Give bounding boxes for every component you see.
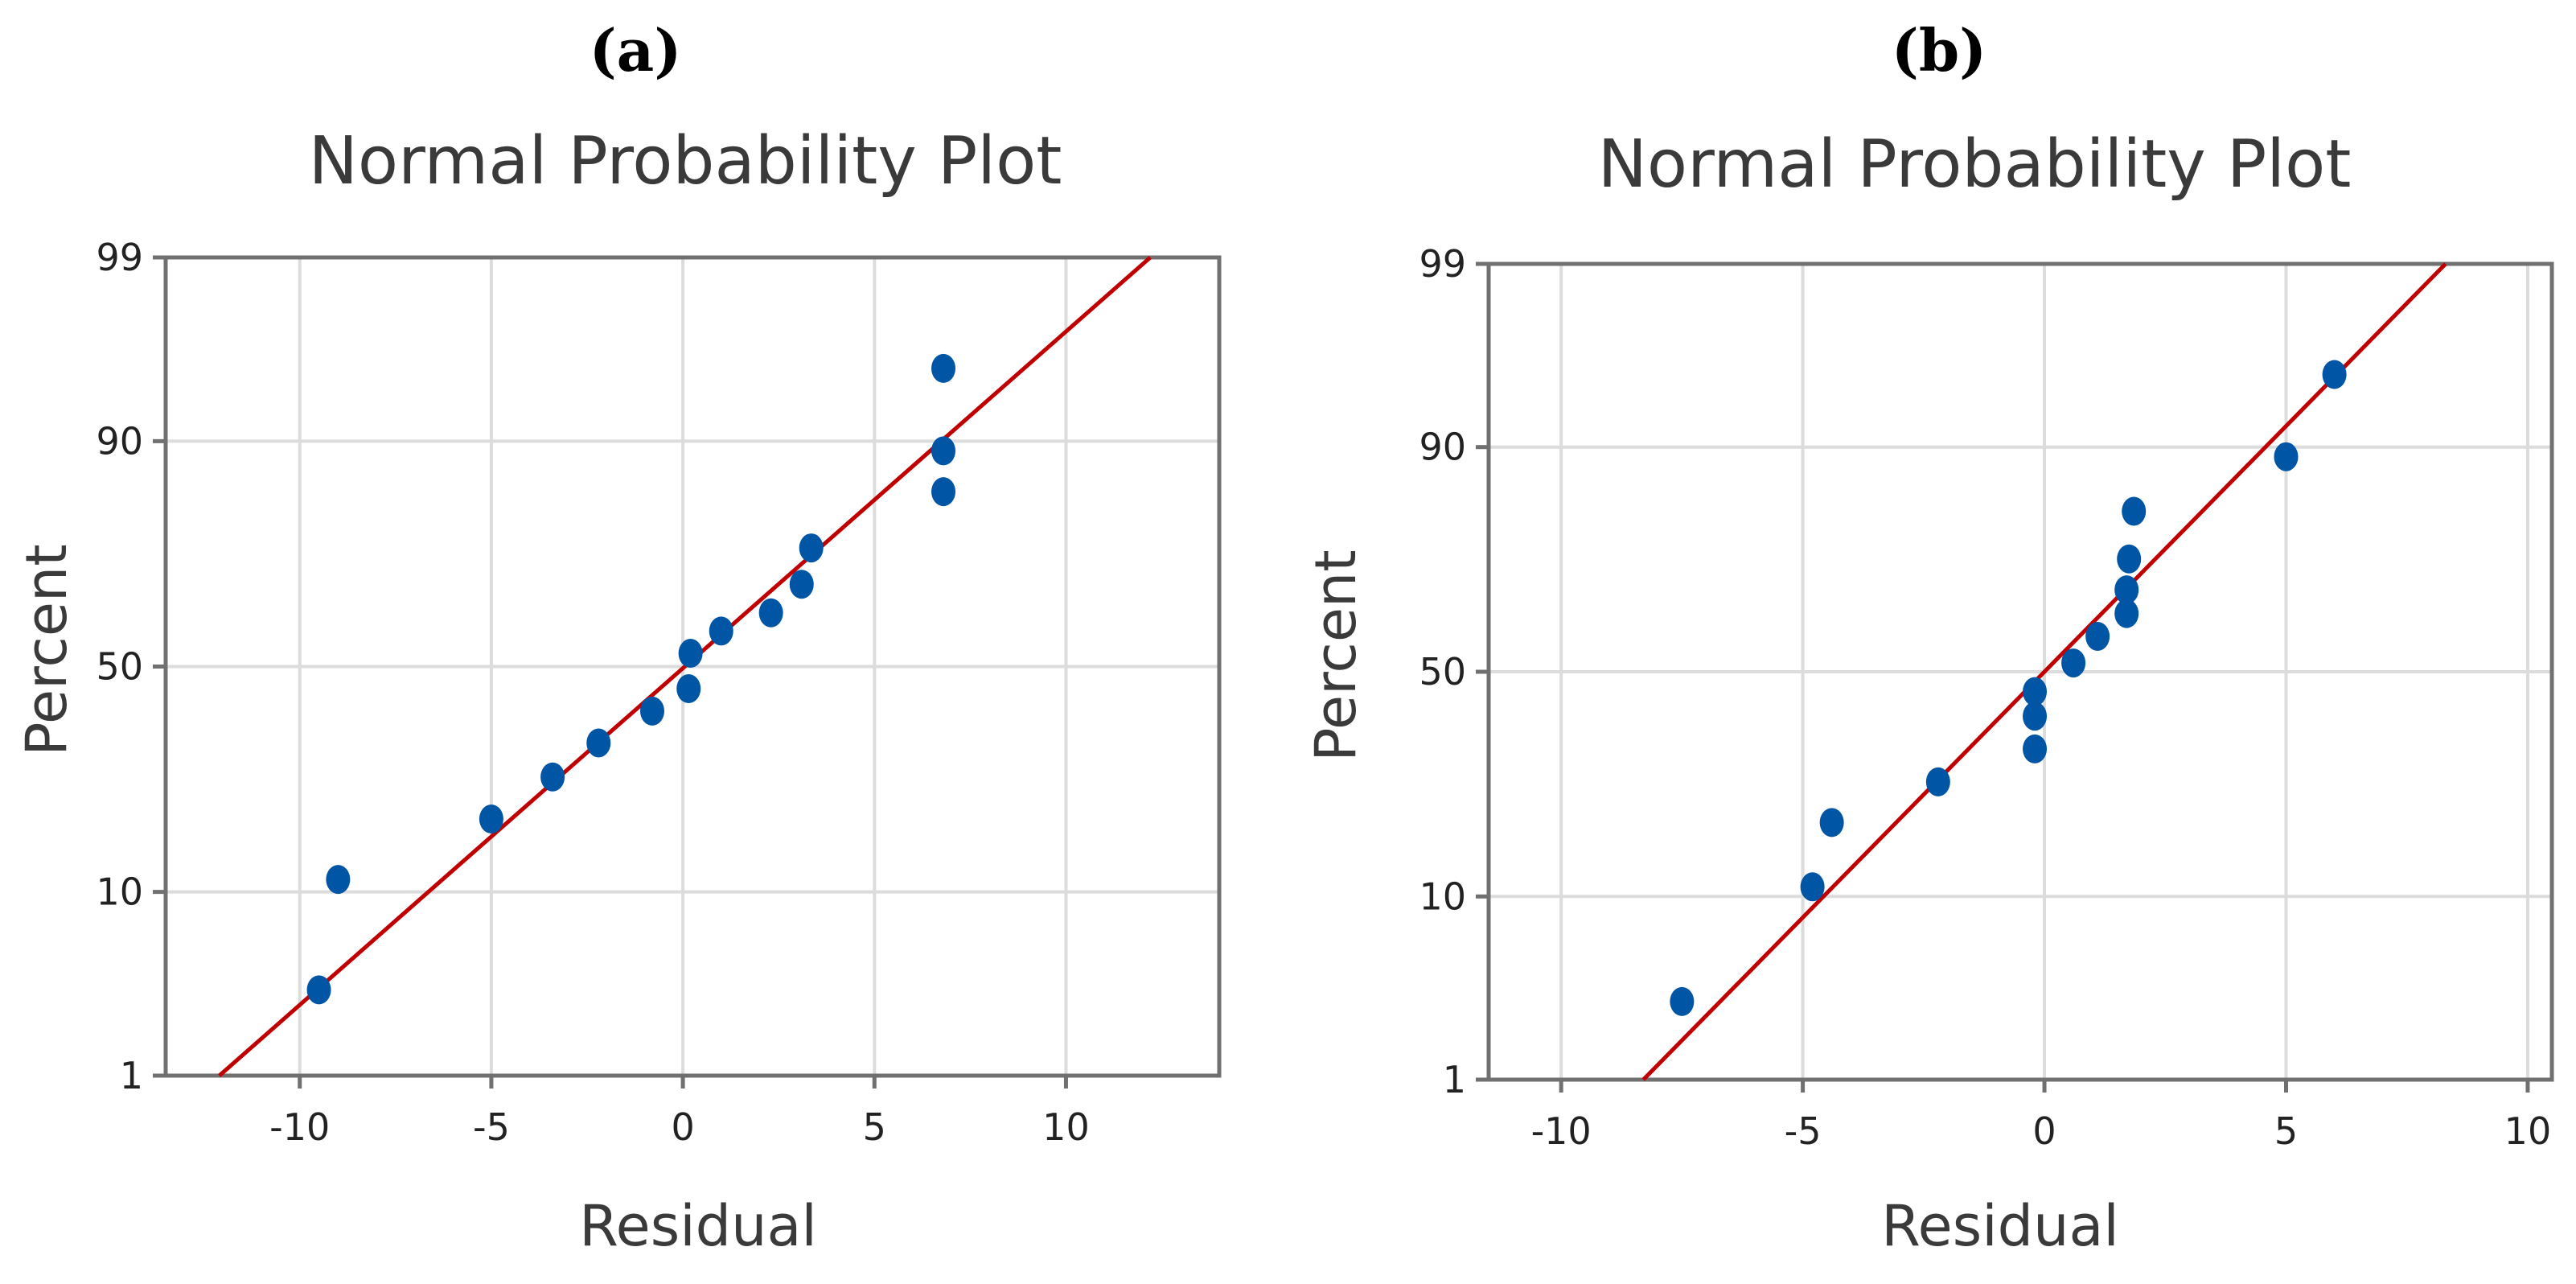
y-tick-label: 50 (96, 645, 143, 689)
axis-ticks-a: -10 -5 0 5 10 1 10 50 90 99 (96, 236, 1089, 1149)
fitted-reference-line (218, 256, 1152, 1077)
plot-panel-b: (b) Normal Probability Plot Percent Resi… (1289, 0, 2576, 1284)
data-point (2114, 599, 2139, 628)
data-point (931, 477, 956, 507)
y-tick-label: 90 (1419, 426, 1466, 469)
data-point (931, 436, 956, 466)
fit-line-group-a (218, 256, 1152, 1077)
axis-ticks-b: -10 -5 0 5 10 1 10 50 90 99 (1419, 242, 2551, 1153)
data-point (639, 696, 664, 726)
data-point (2023, 734, 2048, 763)
data-point (2117, 544, 2142, 574)
normal-probability-plot-a: (a) Normal Probability Plot Percent Resi… (14, 16, 1222, 1259)
data-point (586, 728, 611, 758)
data-point (2274, 442, 2299, 471)
x-tick-label: 5 (863, 1105, 886, 1149)
data-point (678, 639, 703, 669)
x-axis-label-a: Residual (579, 1193, 817, 1259)
y-tick-label: 10 (96, 870, 143, 914)
data-point (1819, 808, 1844, 837)
y-axis-label-b: Percent (1303, 549, 1369, 761)
plot-panel-a: (a) Normal Probability Plot Percent Resi… (0, 0, 1287, 1284)
data-point (326, 865, 351, 895)
data-point (2122, 496, 2147, 526)
y-tick-label: 10 (1419, 875, 1466, 918)
data-point (709, 616, 733, 646)
data-point (676, 673, 701, 703)
data-points-a (306, 353, 956, 1005)
data-point (1800, 872, 1825, 902)
y-tick-label: 1 (120, 1054, 143, 1097)
data-point (799, 533, 824, 563)
data-point (758, 598, 783, 628)
plot-title-a: Normal Probability Plot (309, 123, 1062, 200)
x-tick-label: -10 (1531, 1109, 1592, 1153)
data-point (2023, 702, 2048, 731)
x-tick-label: -10 (269, 1105, 330, 1149)
data-point (1925, 767, 1950, 796)
data-point (2085, 621, 2110, 651)
data-point (2023, 677, 2048, 706)
y-axis-label-a: Percent (14, 544, 80, 755)
x-tick-label: -5 (1785, 1109, 1822, 1153)
data-point (2322, 360, 2347, 389)
data-point (306, 975, 331, 1005)
panel-label-b: (b) (1892, 16, 1986, 84)
grid-lines-b (1489, 262, 2552, 1081)
x-tick-label: 5 (2274, 1109, 2298, 1153)
y-tick-label: 50 (1419, 650, 1466, 693)
panel-label-a: (a) (590, 16, 682, 84)
data-point (789, 570, 814, 599)
fitted-reference-line (1641, 262, 2447, 1081)
x-tick-label: 0 (671, 1105, 694, 1149)
fit-line-group-b (1641, 262, 2447, 1081)
plot-title-b: Normal Probability Plot (1598, 126, 2352, 203)
x-tick-label: -5 (473, 1105, 510, 1149)
x-tick-label: 0 (2032, 1109, 2056, 1153)
y-tick-label: 1 (1443, 1058, 1466, 1101)
y-tick-label: 99 (1419, 242, 1466, 286)
normal-probability-plot-b: (b) Normal Probability Plot Percent Resi… (1303, 16, 2554, 1259)
data-point (2114, 575, 2139, 605)
data-points-b (1670, 360, 2347, 1016)
x-tick-label: 10 (1042, 1105, 1090, 1149)
data-point (931, 353, 956, 383)
data-point (2061, 648, 2086, 678)
y-tick-label: 99 (96, 236, 143, 279)
data-point (540, 762, 565, 792)
x-axis-label-b: Residual (1881, 1193, 2119, 1259)
y-tick-label: 90 (96, 419, 143, 463)
data-point (479, 804, 503, 833)
x-tick-label: 10 (2504, 1109, 2552, 1153)
data-point (1670, 986, 1695, 1016)
